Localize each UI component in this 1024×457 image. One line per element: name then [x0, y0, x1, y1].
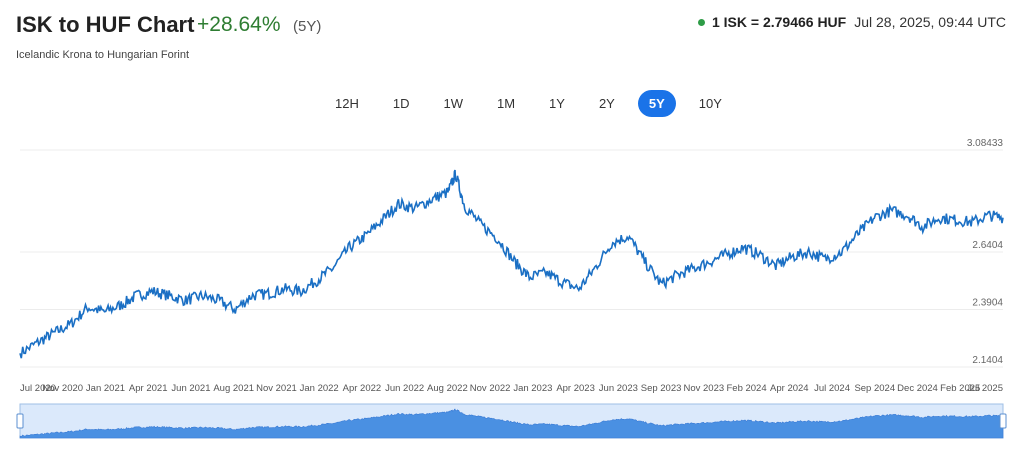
navigator-area	[19, 408, 1004, 439]
x-tick-label: Sep 2024	[854, 383, 895, 394]
change-percent: +28.64%	[197, 13, 281, 36]
exchange-rate: 1 ISK = 2.79466 HUF	[711, 14, 847, 30]
x-tick-label: Jul 2025	[967, 383, 1003, 394]
timeframe-tabs: 12H 1D 1W 1M 1Y 2Y 5Y 10Y	[324, 90, 745, 117]
rate-display: 1 ISK = 2.79466 HUF Jul 28, 2025, 09:44 …	[697, 14, 1006, 30]
y-tick-label: 2.3904	[972, 298, 1003, 309]
x-tick-label: Jun 2023	[599, 383, 638, 394]
x-tick-label: Nov 2023	[683, 383, 724, 394]
tab-10y[interactable]: 10Y	[698, 96, 722, 111]
navigator-background	[19, 403, 1004, 439]
x-tick-label: Jan 2023	[513, 383, 552, 394]
x-tick-label: Apr 2024	[770, 383, 809, 394]
x-tick-label: Nov 2022	[470, 383, 511, 394]
range-navigator[interactable]	[16, 403, 1007, 439]
y-tick-label: 2.6404	[972, 240, 1003, 251]
x-tick-label: Aug 2022	[427, 383, 468, 394]
x-tick-label: Jun 2022	[385, 383, 424, 394]
x-tick-label: Jun 2021	[171, 383, 210, 394]
tab-5y[interactable]: 5Y	[637, 90, 676, 117]
x-tick-label: Nov 2020	[42, 383, 83, 394]
tab-12h[interactable]: 12H	[335, 96, 359, 111]
x-tick-label: Jul 2020	[20, 383, 56, 394]
x-tick-label: Sep 2023	[641, 383, 682, 394]
x-tick-label: Nov 2021	[256, 383, 297, 394]
x-tick-label: Aug 2021	[213, 383, 254, 394]
x-tick-label: Feb 2024	[726, 383, 766, 394]
page-subtitle: Icelandic Krona to Hungarian Forint	[16, 49, 190, 61]
period-label: (5Y)	[293, 18, 322, 35]
tab-1w[interactable]: 1W	[443, 96, 463, 111]
x-tick-label: Jan 2022	[300, 383, 339, 394]
x-tick-label: Jul 2024	[814, 383, 850, 394]
live-dot-icon	[697, 18, 705, 26]
tab-1d[interactable]: 1D	[392, 96, 410, 111]
y-tick-label: 2.1404	[972, 355, 1003, 366]
x-tick-label: Feb 2025	[940, 383, 980, 394]
x-tick-label: Dec 2024	[897, 383, 938, 394]
tab-2y[interactable]: 2Y	[598, 96, 615, 111]
navigator-handle-right[interactable]	[999, 413, 1007, 429]
series-line	[19, 169, 1004, 359]
y-tick-label: 3.08433	[967, 138, 1004, 149]
tab-1y[interactable]: 1Y	[549, 96, 565, 111]
x-tick-label: Apr 2022	[343, 383, 382, 394]
x-tick-label: Jan 2021	[86, 383, 125, 394]
x-tick-label: Apr 2021	[129, 383, 168, 394]
tab-1m[interactable]: 1M	[496, 96, 516, 111]
rate-timestamp: Jul 28, 2025, 09:44 UTC	[854, 14, 1006, 30]
page-title: ISK to HUF Chart	[16, 12, 195, 37]
x-tick-label: Apr 2023	[556, 383, 595, 394]
navigator-handle-left[interactable]	[16, 413, 24, 429]
